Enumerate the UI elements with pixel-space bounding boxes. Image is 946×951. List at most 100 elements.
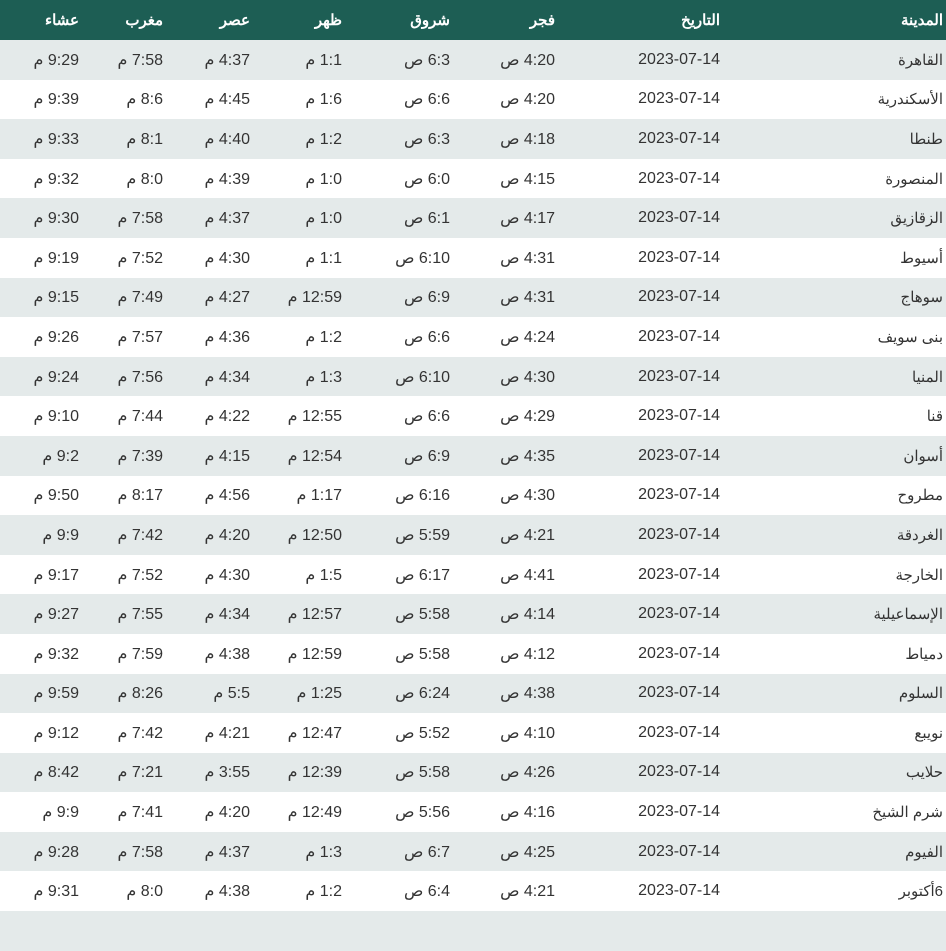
column-header-asr: عصر xyxy=(163,0,250,40)
table-row: الخارجة 2023-07-14 4:41 ص 6:17 ص 1:5 م 4:30 م… xyxy=(0,555,946,595)
cell-text: 9:32 م xyxy=(33,170,80,188)
column-header-label: ظهر xyxy=(314,12,342,29)
cell-text: 9:26 م xyxy=(33,328,80,346)
cell-text: 7:42 م xyxy=(117,724,164,742)
cell-text: دمياط xyxy=(905,645,943,663)
cell-text: 2023-07-14 xyxy=(638,50,720,68)
cell-maghrib: 7:58 م xyxy=(79,40,164,80)
cell-text: الفيوم xyxy=(905,843,943,861)
table-row: الزقازيق 2023-07-14 4:17 ص 6:1 ص 1:0 م 4:37 م… xyxy=(0,198,946,238)
cell-text: 8:42 م xyxy=(33,764,80,782)
cell-isha: 9:26 م xyxy=(0,317,80,357)
cell-text: 4:30 ص xyxy=(500,487,555,505)
table-row: الغردقة 2023-07-14 4:21 ص 5:59 ص 12:50 م 4:20… xyxy=(0,515,946,555)
cell-shuruq: 6:6 ص xyxy=(342,80,450,120)
cell-text: 4:15 ص xyxy=(500,170,555,188)
cell-city: بنى سويف xyxy=(720,317,946,357)
cell-dhuhr: 12:54 م xyxy=(250,436,342,476)
cell-text: 6:1 ص xyxy=(403,210,450,228)
cell-asr: 4:30 م xyxy=(163,238,251,278)
cell-text: 4:45 م xyxy=(204,91,251,109)
cell-dhuhr: 1:6 م xyxy=(250,80,342,120)
cell-shuruq: 5:58 ص xyxy=(342,634,450,674)
cell-text: 7:44 م xyxy=(117,408,164,426)
table-body: القاهرة 2023-07-14 4:20 ص 6:3 ص 1:1 م 4:37 م 7… xyxy=(0,40,946,951)
cell-city: السلوم xyxy=(720,674,946,714)
cell-text: 4:16 ص xyxy=(500,804,555,822)
cell-text: 2023-07-14 xyxy=(638,486,720,504)
cell-shuruq: 6:3 ص xyxy=(342,119,450,159)
cell-isha: 9:31 م xyxy=(0,871,80,911)
cell-text: 4:37 م xyxy=(204,843,251,861)
cell-text: 4:27 م xyxy=(204,289,251,307)
table-row: طنطا 2023-07-14 4:18 ص 6:3 ص 1:2 م 4:40 م 8:1 … xyxy=(0,119,946,159)
cell-text: 4:31 ص xyxy=(500,249,555,267)
cell-text: 1:2 م xyxy=(305,130,342,148)
cell-text: 9:12 م xyxy=(33,724,80,742)
cell-text: 6:9 ص xyxy=(403,447,450,465)
cell-shuruq: 5:58 ص xyxy=(342,753,450,793)
cell-maghrib: 7:58 م xyxy=(79,198,164,238)
cell-text: 4:21 ص xyxy=(500,883,555,901)
cell-text: 4:18 ص xyxy=(500,130,555,148)
cell-text: سوهاج xyxy=(900,289,943,307)
cell-text: المنصورة xyxy=(885,170,943,188)
cell-text: 7:57 م xyxy=(117,328,164,346)
cell-city: أسيوط xyxy=(720,238,946,278)
cell-shuruq: 5:58 ص xyxy=(342,594,450,634)
cell-text: 9:19 م xyxy=(33,249,80,267)
column-header-label: عصر xyxy=(219,12,250,29)
cell-text: 4:41 ص xyxy=(500,566,555,584)
cell-text: 6:3 ص xyxy=(403,130,450,148)
cell-isha: 9:19 م xyxy=(0,238,80,278)
cell-text: 4:24 ص xyxy=(500,328,555,346)
cell-date: 2023-07-14 xyxy=(555,713,720,753)
cell-text: المنيا xyxy=(911,368,943,386)
cell-text: 6:0 ص xyxy=(403,170,450,188)
cell-dhuhr: 1:2 م xyxy=(250,871,342,911)
cell-dhuhr: 1:1 م xyxy=(250,238,342,278)
cell-text: 4:56 م xyxy=(204,487,251,505)
cell-text: 1:5 م xyxy=(305,566,342,584)
cell-fajr: 4:20 ص xyxy=(450,80,555,120)
cell-text: 4:30 م xyxy=(204,566,251,584)
cell-text: 2023-07-14 xyxy=(638,882,720,900)
cell-shuruq: 5:56 ص xyxy=(342,792,450,832)
cell-city: أسوان xyxy=(720,436,946,476)
cell-text: 4:26 ص xyxy=(500,764,555,782)
cell-text: أسوان xyxy=(903,447,943,465)
column-header-city: المدينة xyxy=(720,0,946,40)
cell-asr: 4:38 م xyxy=(163,634,251,674)
cell-date: 2023-07-14 xyxy=(555,515,720,555)
cell-text: 9:29 م xyxy=(33,51,80,69)
cell-date: 2023-07-14 xyxy=(555,792,720,832)
cell-city: المنيا xyxy=(720,357,946,397)
cell-city: شرم الشيخ xyxy=(720,792,946,832)
cell-isha: 9:15 م xyxy=(0,278,80,318)
cell-text: شرم الشيخ xyxy=(872,804,943,822)
cell-isha: 9:32 م xyxy=(0,159,80,199)
cell-text: 7:52 م xyxy=(117,249,164,267)
cell-asr: 4:36 م xyxy=(163,317,251,357)
cell-dhuhr: 12:59 م xyxy=(250,634,342,674)
cell-text: مطروح xyxy=(897,487,943,505)
cell-text: 2023-07-14 xyxy=(638,446,720,464)
table-row: مطروح 2023-07-14 4:30 ص 6:16 ص 1:17 م 4:56 م 8… xyxy=(0,476,946,516)
cell-text: 4:12 ص xyxy=(500,645,555,663)
cell-city: مطروح xyxy=(720,476,946,516)
column-header-date: التاريخ xyxy=(555,0,720,40)
cell-isha: 9:12 م xyxy=(0,713,80,753)
cell-text: 7:42 م xyxy=(117,526,164,544)
cell-maghrib: 8:17 م xyxy=(79,476,164,516)
cell-fajr: 4:17 ص xyxy=(450,198,555,238)
cell-fajr: 4:30 ص xyxy=(450,476,555,516)
table-row: قنا 2023-07-14 4:29 ص 6:6 ص 12:55 م 4:22 م 7:4… xyxy=(0,396,946,436)
cell-text: 2023-07-14 xyxy=(638,90,720,108)
cell-text: 8:26 م xyxy=(117,685,164,703)
cell-city: طنطا xyxy=(720,119,946,159)
cell-date: 2023-07-14 xyxy=(555,674,720,714)
cell-date: 2023-07-14 xyxy=(555,357,720,397)
cell-shuruq: 6:6 ص xyxy=(342,396,450,436)
cell-text: 6أكتوبر xyxy=(898,883,943,901)
cell-date: 2023-07-14 xyxy=(555,159,720,199)
